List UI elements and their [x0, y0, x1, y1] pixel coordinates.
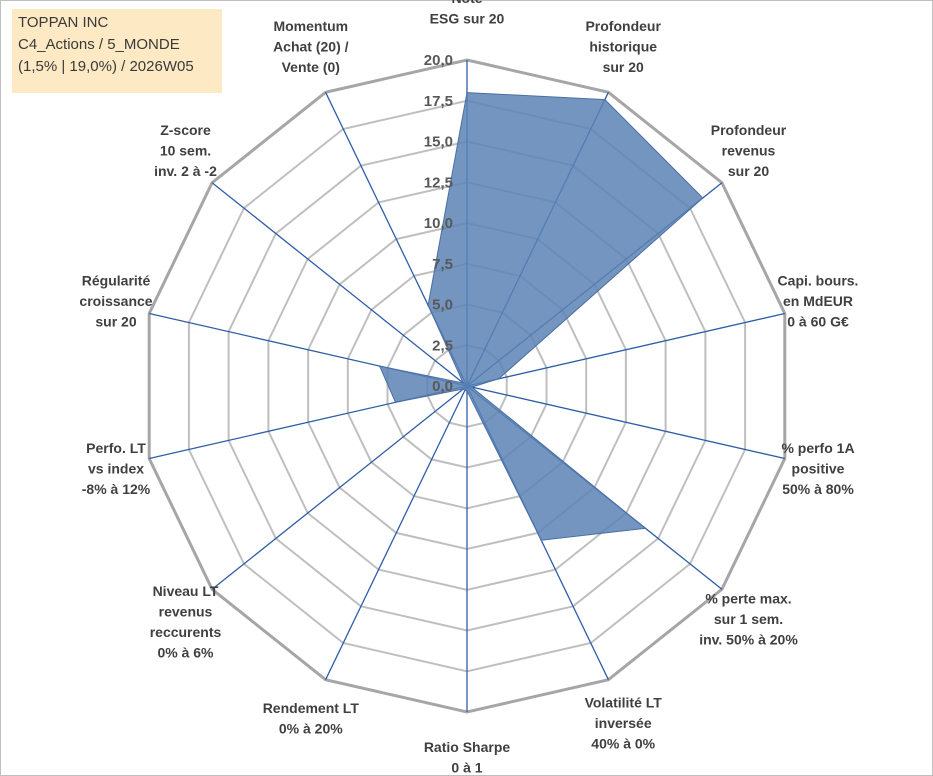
axis-label-8: Rendement LT 0% à 20%: [263, 700, 360, 737]
axis-label-10-line-1: vs index: [88, 460, 144, 476]
axis-label-4-line-1: positive: [792, 460, 845, 476]
axis-label-12: Z-score 10 sem. inv. 2 à -2: [154, 122, 217, 179]
axis-label-6-line-0: Volatilité LT: [585, 695, 663, 711]
tick-label-1: 2,5: [432, 337, 453, 354]
axis-label-6-line-2: 40% à 0%: [591, 736, 655, 752]
axis-label-1: Profondeur historique sur 20: [585, 18, 661, 75]
axis-label-10-line-0: Perfo. LT: [86, 440, 146, 456]
series-point-5: [644, 527, 647, 530]
axis-label-0-line-0: Note: [451, 0, 482, 6]
axis-spoke-12: [211, 182, 468, 387]
axis-label-0: Note ESG sur 20: [430, 0, 505, 27]
series-point-8: [464, 389, 466, 392]
axis-label-11: Régularité croissance sur 20: [79, 273, 152, 330]
series-point-1: [604, 98, 606, 101]
tick-label-6: 15,0: [424, 134, 453, 151]
axis-label-10-line-2: -8% à 12%: [82, 481, 151, 497]
radar-series: [378, 91, 704, 541]
axis-label-1-line-2: sur 20: [603, 59, 644, 75]
axis-label-1-line-0: Profondeur: [585, 18, 661, 34]
series-point-10: [394, 401, 397, 404]
axis-label-13: Momentum Achat (20) / Vente (0): [273, 18, 349, 75]
chart-title-box: TOPPAN INC C4_Actions / 5_MONDE (1,5% | …: [12, 9, 222, 93]
series-point-3: [498, 377, 500, 380]
axis-spoke-3: [466, 312, 785, 387]
series-point-7: [466, 390, 468, 392]
axis-label-5: % perte max. sur 1 sem. inv. 50% à 20%: [699, 590, 798, 647]
axis-spoke-8: [325, 385, 468, 680]
axis-label-2-line-1: revenus: [722, 143, 776, 159]
axis-label-4-line-2: 50% à 80%: [782, 481, 854, 497]
chart-title-line-2: C4_Actions / 5_MONDE: [18, 36, 180, 53]
series-point-12: [462, 382, 465, 384]
axis-label-7: Ratio Sharpe 0 à 1: [424, 739, 511, 776]
series-point-0: [466, 91, 468, 94]
axis-label-12-line-0: Z-score: [160, 122, 211, 138]
axis-label-4: % perfo 1A positive 50% à 80%: [781, 440, 854, 497]
series-point-6: [540, 539, 543, 541]
axis-label-3-line-2: 0 à 60 G€: [787, 314, 849, 330]
axis-spoke-9: [211, 385, 468, 590]
axis-label-10: Perfo. LT vs index -8% à 12%: [82, 440, 151, 497]
series-point-9: [462, 388, 465, 390]
tick-label-3: 7,5: [432, 256, 453, 273]
axis-label-4-line-0: % perfo 1A: [781, 440, 854, 456]
axis-label-5-line-0: % perte max.: [705, 590, 791, 606]
axis-label-6: Volatilité LT inversée 40% à 0%: [585, 695, 663, 752]
tick-label-7: 17,5: [424, 93, 453, 110]
axis-label-9: Niveau LT revenus reccurents 0% à 6%: [150, 583, 222, 661]
radar-axis-labels: Note ESG sur 20 Profondeur historique sur 20…: [79, 0, 858, 776]
chart-title-line-1: TOPPAN INC: [18, 14, 109, 31]
axis-label-6-line-1: inversée: [595, 715, 652, 731]
axis-label-13-line-1: Achat (20) /: [273, 39, 349, 55]
axis-spoke-4: [466, 385, 785, 460]
tick-label-2: 5,0: [432, 297, 453, 314]
series-point-4: [471, 386, 473, 388]
axis-label-9-line-0: Niveau LT: [153, 583, 219, 599]
axis-label-7-line-0: Ratio Sharpe: [424, 739, 511, 755]
tick-label-8: 20,0: [424, 52, 453, 69]
axis-label-9-line-1: revenus: [159, 604, 213, 620]
tick-label-5: 12,5: [424, 174, 453, 191]
axis-label-11-line-2: sur 20: [95, 314, 136, 330]
axis-label-2-line-2: sur 20: [728, 163, 769, 179]
axis-label-9-line-2: reccurents: [150, 624, 222, 640]
axis-label-12-line-1: 10 sem.: [160, 143, 211, 159]
axis-label-2: Profondeur revenus sur 20: [711, 122, 787, 179]
axis-label-3-line-1: en MdEUR: [783, 293, 853, 309]
tick-label-0: 0,0: [432, 378, 453, 395]
chart-title-line-3: (1,5% | 19,0%) / 2026W05: [18, 58, 194, 75]
axis-label-0-line-1: ESG sur 20: [430, 11, 505, 27]
axis-label-5-line-1: sur 1 sem.: [714, 611, 783, 627]
series-point-11: [378, 365, 381, 367]
axis-label-11-line-0: Régularité: [82, 273, 151, 289]
series-point-13: [427, 304, 429, 307]
axis-label-3: Capi. bours. en MdEUR 0 à 60 G€: [778, 273, 859, 330]
tick-label-4: 10,0: [424, 215, 453, 232]
axis-label-3-line-0: Capi. bours.: [778, 273, 859, 289]
axis-label-13-line-2: Vente (0): [282, 59, 340, 75]
axis-label-13-line-0: Momentum: [273, 18, 348, 34]
series-point-2: [702, 197, 704, 199]
axis-label-2-line-0: Profondeur: [711, 122, 787, 138]
axis-label-5-line-2: inv. 50% à 20%: [699, 631, 798, 647]
axis-label-8-line-0: Rendement LT: [263, 700, 360, 716]
axis-label-7-line-1: 0 à 1: [451, 760, 482, 776]
axis-label-1-line-1: historique: [589, 39, 657, 55]
radar-tick-labels: 0,0 2,5 5,0 7,5 10,0 12,5 15,0 17,5 20,0: [424, 52, 453, 395]
axis-label-11-line-1: croissance: [79, 293, 152, 309]
axis-label-12-line-2: inv. 2 à -2: [154, 163, 217, 179]
axis-label-9-line-3: 0% à 6%: [157, 645, 214, 661]
axis-label-8-line-1: 0% à 20%: [279, 721, 343, 737]
